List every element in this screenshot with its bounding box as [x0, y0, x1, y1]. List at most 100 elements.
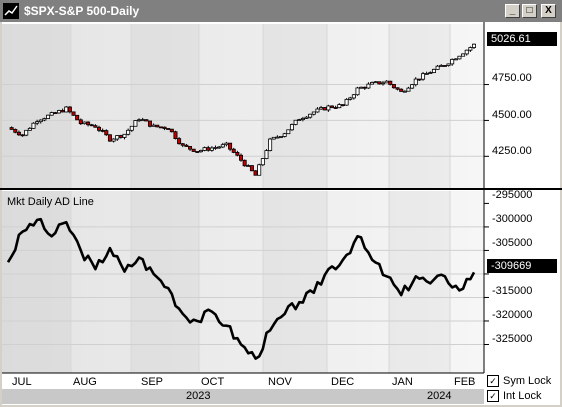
month-label-nov: NOV	[268, 376, 292, 388]
candle-up	[297, 119, 302, 121]
candle-down	[188, 146, 193, 150]
candle-down	[166, 128, 171, 130]
candle-up	[384, 80, 389, 84]
candle-up	[435, 65, 440, 70]
candle-up	[137, 119, 142, 122]
month-label-sep: SEP	[141, 376, 164, 388]
candle-up	[35, 121, 40, 124]
ad-tick-label: -315000	[492, 285, 533, 297]
candle-up	[315, 108, 320, 113]
candle-up	[311, 111, 316, 115]
candle-down	[78, 119, 83, 125]
candle-down	[362, 86, 367, 89]
candle-up	[151, 124, 156, 127]
candle-down	[173, 131, 178, 140]
candle-down	[71, 111, 76, 116]
price-current-value: 5026.61	[487, 32, 557, 46]
candle-up	[224, 142, 229, 146]
candle-down	[417, 78, 422, 81]
candle-up	[64, 106, 69, 113]
price-candles	[9, 43, 476, 176]
ad-panel-label: Mkt Daily AD Line	[7, 196, 94, 208]
candle-up	[424, 73, 429, 75]
candle-up	[421, 73, 426, 80]
candle-down	[118, 135, 123, 138]
candle-up	[126, 129, 131, 135]
candle-down	[107, 134, 112, 142]
candle-down	[340, 104, 345, 107]
sym-lock-check-icon[interactable]: ✓	[487, 375, 499, 388]
candle-up	[359, 86, 364, 89]
candle-down	[184, 144, 189, 147]
candle-up	[464, 49, 469, 55]
candle-up	[300, 117, 305, 120]
ad-axis-ticks	[484, 202, 489, 345]
candle-up	[308, 113, 313, 118]
candle-up	[133, 120, 138, 127]
month-label-aug: AUG	[73, 376, 97, 388]
int-lock-check-icon[interactable]: ✓	[487, 390, 499, 403]
candle-up	[319, 107, 324, 110]
candle-down	[53, 112, 58, 114]
candle-down	[86, 121, 91, 126]
close-button[interactable]: X	[541, 4, 556, 18]
sym-lock-label: Sym Lock	[503, 375, 552, 387]
candle-down	[330, 105, 335, 108]
candle-up	[293, 119, 298, 125]
ad-panel-background	[2, 191, 484, 373]
year-label-2023: 2023	[186, 390, 211, 402]
month-band	[131, 191, 199, 373]
candle-down	[249, 165, 254, 172]
candle-down	[177, 138, 182, 145]
window-title: $SPX-S&P 500-Daily	[24, 4, 140, 18]
month-label-feb: FEB	[454, 376, 476, 388]
candle-down	[9, 127, 14, 130]
month-label-jan: JAN	[392, 376, 413, 388]
candle-up	[264, 150, 269, 159]
candle-down	[144, 119, 149, 122]
price-tick-label: 4500.00	[492, 109, 532, 121]
candle-up	[260, 158, 265, 166]
ad-tick-label: -300000	[492, 213, 533, 225]
candle-down	[169, 128, 174, 133]
candle-up	[31, 122, 36, 129]
minimize-button[interactable]: _	[505, 4, 520, 18]
candle-up	[38, 119, 43, 123]
year-label-2024: 2024	[427, 390, 452, 402]
candle-down	[195, 151, 200, 153]
candle-up	[202, 147, 207, 151]
int-lock-label: Int Lock	[503, 390, 542, 402]
candle-up	[439, 65, 444, 67]
candle-up	[220, 144, 225, 148]
candle-up	[209, 147, 214, 151]
candle-up	[246, 165, 251, 167]
month-band	[389, 191, 450, 373]
candle-up	[431, 68, 436, 73]
candle-down	[67, 106, 72, 113]
candle-up	[49, 112, 54, 116]
candle-up	[286, 129, 291, 135]
sym-lock-checkbox[interactable]: ✓ Sym Lock	[487, 375, 551, 389]
int-lock-checkbox[interactable]: ✓ Int Lock	[487, 390, 542, 404]
ad-line-series	[6, 217, 476, 360]
month-band	[2, 191, 71, 373]
candle-up	[366, 83, 371, 89]
candle-down	[391, 84, 396, 89]
month-band	[389, 24, 450, 189]
price-axis-ticks	[484, 84, 489, 157]
candle-up	[198, 149, 203, 153]
candle-down	[155, 124, 160, 128]
candle-up	[217, 146, 222, 149]
maximize-button[interactable]: □	[522, 4, 537, 18]
candle-up	[289, 124, 294, 131]
candle-up	[56, 110, 61, 114]
chart-app-icon	[3, 3, 19, 19]
ad-tick-label: -325000	[492, 333, 533, 345]
candle-down	[377, 81, 382, 85]
month-label-dec: DEC	[331, 376, 355, 388]
candle-up	[471, 43, 476, 48]
candle-down	[16, 131, 21, 136]
candle-up	[271, 136, 276, 140]
candle-up	[370, 81, 375, 85]
